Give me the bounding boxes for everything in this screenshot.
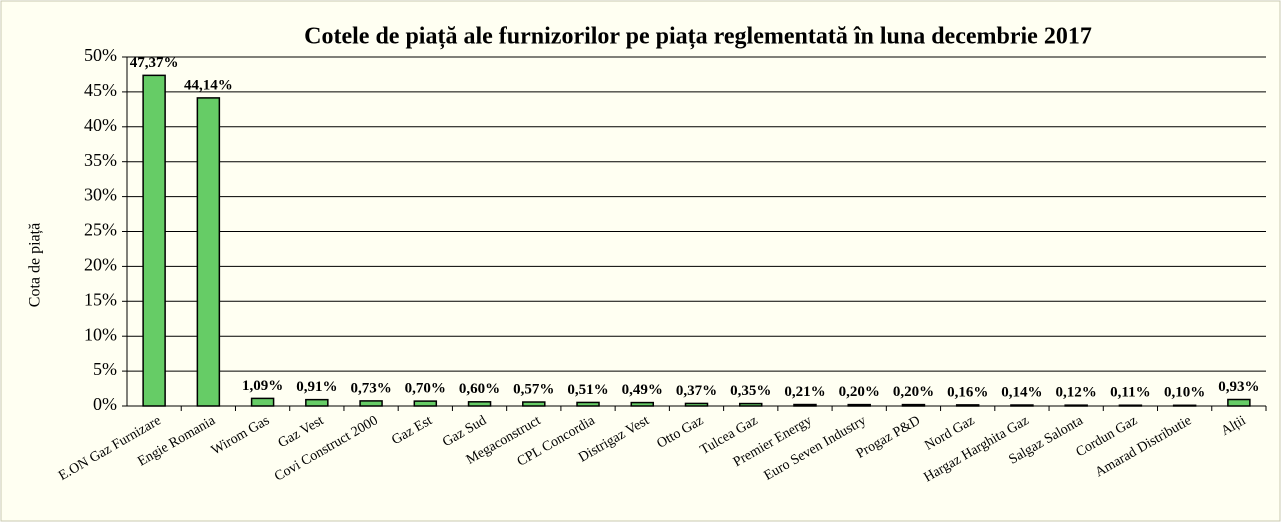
y-axis-title: Cota de piață <box>27 223 44 307</box>
bar <box>847 403 871 407</box>
bar <box>1064 404 1088 407</box>
bar <box>305 398 329 407</box>
bar <box>1118 404 1143 407</box>
value-label: 0,16% <box>947 384 988 400</box>
chart-title: Cotele de piață ale furnizorilor pe piaț… <box>304 24 1092 50</box>
bar <box>630 401 655 407</box>
bar <box>196 97 221 407</box>
y-tick-label: 10% <box>84 324 117 344</box>
bar <box>467 401 492 407</box>
bar <box>142 74 166 407</box>
value-label: 0,10% <box>1164 385 1205 401</box>
value-label: 0,35% <box>730 383 771 399</box>
y-tick-label: 15% <box>84 289 117 309</box>
bar <box>359 400 383 407</box>
bar <box>413 400 438 407</box>
y-tick-label: 30% <box>84 185 117 205</box>
bar <box>793 403 817 407</box>
bar <box>250 397 275 407</box>
value-label: 0,14% <box>1001 384 1042 400</box>
value-label: 44,14% <box>184 77 233 93</box>
value-label: 0,93% <box>1218 379 1259 395</box>
bar <box>901 403 926 407</box>
y-tick-label: 20% <box>84 255 117 275</box>
value-label: 0,20% <box>893 384 934 400</box>
y-tick-label: 0% <box>93 394 117 414</box>
value-label: 0,73% <box>350 380 391 396</box>
bar <box>738 402 763 407</box>
bar <box>955 404 980 407</box>
value-label: 1,09% <box>242 378 283 394</box>
value-label: 0,21% <box>784 384 825 400</box>
value-label: 47,37% <box>130 55 179 71</box>
y-tick-label: 25% <box>84 220 117 240</box>
y-tick-label: 35% <box>84 150 117 170</box>
value-label: 0,49% <box>622 382 663 398</box>
bar <box>1010 404 1034 407</box>
value-label: 0,51% <box>567 382 608 398</box>
y-tick-label: 5% <box>93 359 117 379</box>
bar <box>1172 404 1197 407</box>
y-tick-label: 45% <box>84 80 117 100</box>
value-label: 0,57% <box>513 381 554 397</box>
y-tick-label: 40% <box>84 115 117 135</box>
value-label: 0,20% <box>839 384 880 400</box>
value-label: 0,91% <box>296 379 337 395</box>
value-label: 0,70% <box>405 381 446 397</box>
value-label: 0,11% <box>1110 385 1150 401</box>
value-label: 0,60% <box>459 381 500 397</box>
value-label: 0,12% <box>1056 385 1097 401</box>
value-label: 0,37% <box>676 383 717 399</box>
bar <box>576 401 600 407</box>
y-tick-label: 50% <box>84 45 117 65</box>
bar <box>522 401 546 407</box>
bar <box>1227 398 1251 407</box>
bar <box>684 402 709 407</box>
